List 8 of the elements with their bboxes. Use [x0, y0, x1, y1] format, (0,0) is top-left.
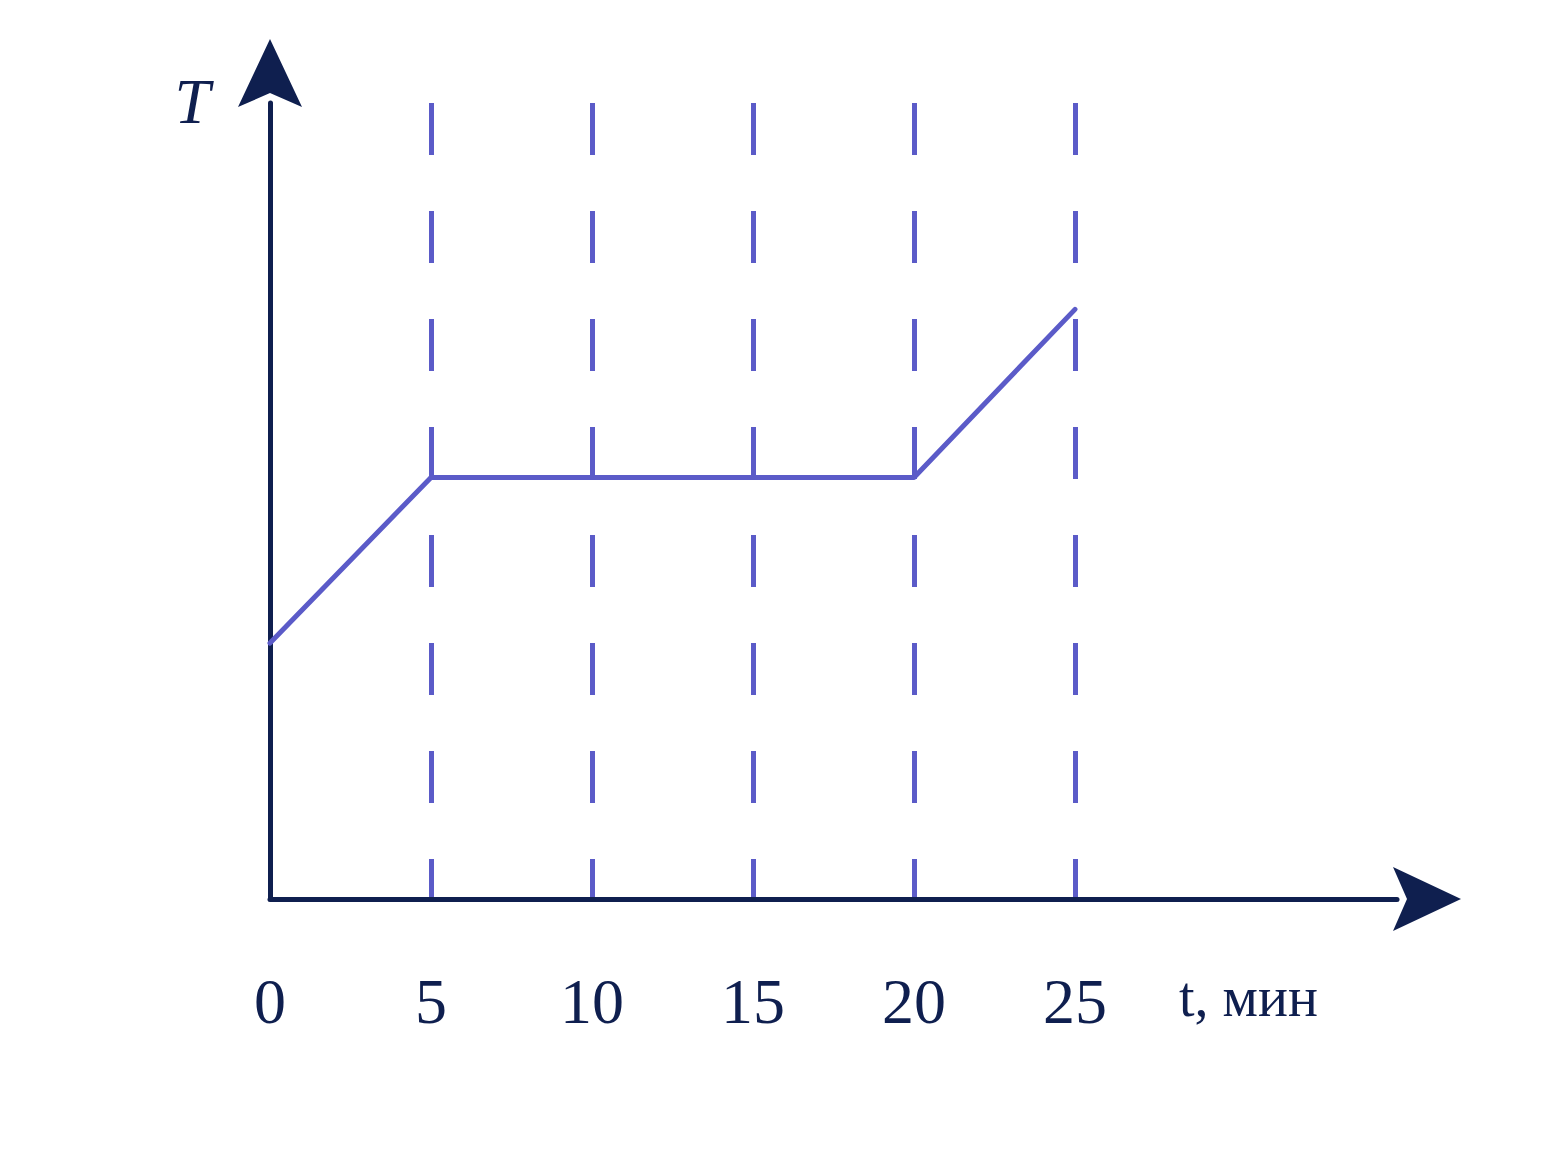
- x-axis-title: t, мин: [1179, 966, 1318, 1028]
- x-tick-label: 25: [1043, 965, 1107, 1037]
- x-tick-label: 0: [254, 965, 286, 1037]
- x-tick-label: 5: [415, 965, 447, 1037]
- x-tick-label: 10: [560, 965, 624, 1037]
- x-tick-label: 20: [882, 965, 946, 1037]
- y-axis-title: T: [174, 65, 215, 137]
- x-tick-label: 15: [721, 965, 785, 1037]
